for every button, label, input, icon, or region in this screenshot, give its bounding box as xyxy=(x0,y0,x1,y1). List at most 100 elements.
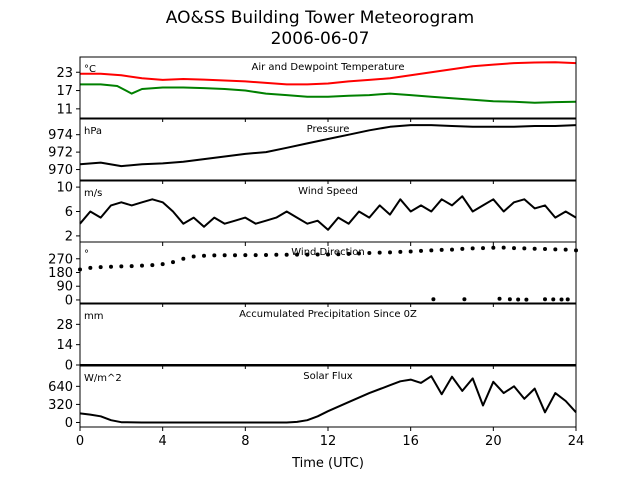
wind-direction-point xyxy=(450,247,454,252)
wind-direction-point xyxy=(398,249,403,254)
wind-direction-point xyxy=(274,252,279,257)
series-line-5-0 xyxy=(79,375,577,424)
series-line-0-0 xyxy=(80,61,577,86)
wind-direction-point xyxy=(129,264,134,269)
wind-direction-point xyxy=(563,247,568,252)
wind-direction-point xyxy=(88,265,93,270)
x-tick-label: 24 xyxy=(568,434,585,449)
wind-direction-point xyxy=(98,265,103,270)
y-tick-label: 320 xyxy=(48,398,73,413)
y-tick-label: 0 xyxy=(65,293,73,308)
y-tick-label: 10 xyxy=(56,181,73,196)
wind-direction-point xyxy=(212,253,217,258)
wind-direction-point xyxy=(202,253,206,258)
x-tick-label: 4 xyxy=(159,434,167,449)
y-tick-label: 2 xyxy=(65,229,73,244)
wind-direction-point xyxy=(357,251,361,256)
wind-direction-point xyxy=(551,297,556,302)
series-line-0-1 xyxy=(80,83,577,104)
panel-unit-label: m/s xyxy=(84,188,102,199)
wind-direction-point xyxy=(160,262,165,267)
panel-title: Solar Flux xyxy=(303,371,353,382)
wind-direction-point xyxy=(429,248,434,253)
panel-unit-label: ° xyxy=(84,249,89,260)
y-tick-label: 180 xyxy=(48,266,73,281)
x-tick-label: 20 xyxy=(485,434,502,449)
wind-direction-point xyxy=(470,246,475,251)
wind-direction-point xyxy=(346,251,351,256)
wind-direction-point xyxy=(507,297,512,302)
y-tick-label: 6 xyxy=(65,205,73,220)
wind-direction-point xyxy=(326,252,330,257)
wind-direction-point xyxy=(516,297,521,302)
y-tick-label: 17 xyxy=(56,84,73,99)
wind-direction-point xyxy=(140,263,144,268)
wind-direction-point xyxy=(462,297,467,302)
series-line-2-0 xyxy=(79,195,577,231)
wind-direction-point xyxy=(119,264,124,269)
panel-unit-label: °C xyxy=(84,64,96,75)
x-tick-label: 12 xyxy=(320,434,337,449)
y-tick-label: 270 xyxy=(48,252,73,267)
wind-direction-point xyxy=(367,250,372,255)
x-tick-label: 0 xyxy=(76,434,84,449)
wind-direction-point xyxy=(491,245,496,250)
wind-direction-point xyxy=(377,250,382,255)
wind-direction-point xyxy=(336,252,341,257)
wind-direction-point xyxy=(109,264,113,269)
wind-direction-point xyxy=(524,297,529,302)
panel-unit-label: hPa xyxy=(84,126,102,137)
y-tick-label: 14 xyxy=(56,338,73,353)
wind-direction-point xyxy=(501,245,506,250)
wind-direction-point xyxy=(543,297,547,302)
y-tick-label: 0 xyxy=(65,416,73,431)
wind-direction-point xyxy=(532,246,537,251)
y-tick-label: 972 xyxy=(48,146,73,161)
y-tick-label: 90 xyxy=(56,280,73,295)
y-tick-label: 28 xyxy=(56,318,73,333)
panel-title: Air and Dewpoint Temperature xyxy=(252,62,405,73)
y-tick-label: 970 xyxy=(48,163,73,178)
wind-direction-point xyxy=(295,252,299,257)
wind-direction-point xyxy=(388,250,392,255)
x-tick-label: 16 xyxy=(402,434,419,449)
panel-unit-label: mm xyxy=(84,311,103,322)
y-tick-label: 0 xyxy=(65,359,73,374)
y-tick-label: 11 xyxy=(56,102,73,117)
panel-title: Wind Direction xyxy=(291,247,365,258)
y-tick-label: 23 xyxy=(56,66,73,81)
wind-direction-point xyxy=(565,297,570,302)
wind-direction-point xyxy=(284,252,289,257)
x-axis-label: Time (UTC) xyxy=(291,456,364,471)
series-line-1-0 xyxy=(79,124,577,168)
wind-direction-point xyxy=(243,253,248,258)
y-tick-label: 640 xyxy=(48,380,73,395)
wind-direction-point xyxy=(460,246,465,251)
wind-direction-point xyxy=(191,254,196,259)
wind-direction-point xyxy=(171,260,175,265)
panel-unit-label: W/m^2 xyxy=(84,373,122,384)
figure-date: 2006-06-07 xyxy=(270,29,370,49)
wind-direction-point xyxy=(431,297,436,302)
wind-direction-point xyxy=(559,297,564,302)
wind-direction-point xyxy=(253,253,258,258)
figure-title: AO&SS Building Tower Meteorogram xyxy=(165,8,475,28)
wind-direction-point xyxy=(233,253,237,258)
wind-direction-point xyxy=(419,248,423,253)
wind-direction-point xyxy=(408,249,413,254)
wind-direction-point xyxy=(553,247,558,252)
wind-direction-point xyxy=(305,252,310,257)
wind-direction-point xyxy=(222,253,227,258)
y-tick-label: 974 xyxy=(48,128,73,143)
panel-title: Wind Speed xyxy=(298,186,358,197)
wind-direction-point xyxy=(481,246,485,251)
wind-direction-point xyxy=(315,252,320,257)
wind-direction-point xyxy=(522,246,527,251)
wind-direction-point xyxy=(543,247,547,252)
wind-direction-point xyxy=(181,256,186,261)
wind-direction-point xyxy=(150,263,155,268)
wind-direction-point xyxy=(512,246,516,251)
panel-title: Accumulated Precipitation Since 0Z xyxy=(239,309,417,320)
